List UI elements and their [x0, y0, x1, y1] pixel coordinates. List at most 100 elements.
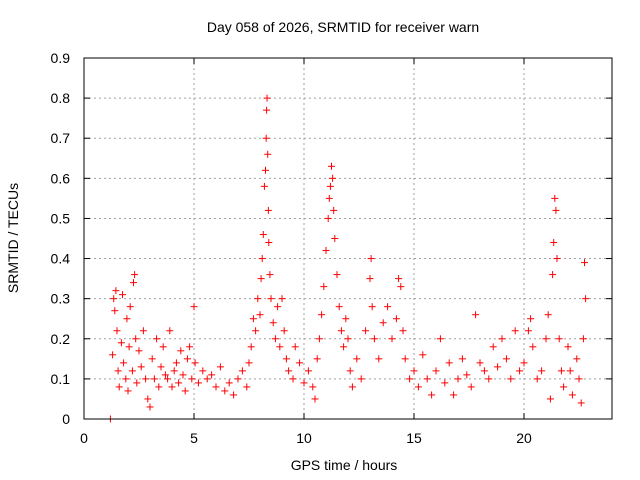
- chart-title: Day 058 of 2026, SRMTID for receiver war…: [207, 19, 479, 35]
- data-point: [276, 343, 284, 351]
- data-point: [258, 255, 266, 263]
- data-point: [285, 367, 293, 375]
- data-point: [467, 383, 475, 391]
- data-point: [267, 295, 275, 303]
- data-point: [379, 319, 387, 327]
- y-tick-label: 0.4: [51, 251, 71, 267]
- data-point: [320, 283, 328, 291]
- data-point: [157, 363, 165, 371]
- data-point: [243, 383, 251, 391]
- data-point: [264, 150, 272, 158]
- data-point: [436, 335, 444, 343]
- data-point: [264, 206, 272, 214]
- data-point: [450, 391, 458, 399]
- data-point: [516, 367, 524, 375]
- data-point: [179, 371, 187, 379]
- data-point: [133, 379, 141, 387]
- data-point: [357, 375, 365, 383]
- data-point: [575, 375, 583, 383]
- data-point: [454, 375, 462, 383]
- data-point: [546, 395, 554, 403]
- data-point: [262, 166, 269, 174]
- y-tick-label: 0.1: [51, 371, 71, 387]
- data-point: [315, 335, 323, 343]
- data-point: [395, 275, 403, 283]
- data-point: [225, 379, 233, 387]
- data-point: [266, 271, 274, 279]
- y-tick-label: 0.3: [51, 291, 71, 307]
- data-point: [252, 327, 260, 335]
- data-point: [186, 343, 194, 351]
- y-tick-label: 0.6: [51, 170, 71, 186]
- data-point: [304, 367, 312, 375]
- data-point: [269, 319, 277, 327]
- y-tick-label: 0.8: [51, 90, 71, 106]
- data-point: [428, 391, 436, 399]
- data-point: [520, 359, 528, 367]
- data-point: [126, 303, 134, 311]
- data-point: [489, 343, 497, 351]
- data-point: [282, 355, 290, 363]
- data-point: [527, 315, 535, 323]
- data-point: [476, 359, 484, 367]
- data-point: [161, 371, 169, 379]
- data-point: [529, 343, 537, 351]
- data-point: [114, 367, 122, 375]
- data-point: [181, 387, 189, 395]
- data-point: [340, 343, 348, 351]
- data-point: [123, 315, 131, 323]
- data-point: [115, 383, 123, 391]
- data-point: [247, 343, 255, 351]
- data-point: [300, 379, 308, 387]
- data-point: [216, 363, 224, 371]
- data-point: [234, 375, 242, 383]
- data-point: [128, 367, 136, 375]
- y-axis-label: SRMTID / TECUs: [5, 183, 21, 293]
- data-point: [326, 182, 334, 190]
- data-point: [125, 343, 133, 351]
- data-point: [419, 351, 427, 359]
- data-point: [511, 327, 519, 335]
- data-point: [328, 162, 335, 170]
- x-axis-label: GPS time / hours: [291, 457, 398, 473]
- data-point: [245, 359, 253, 367]
- data-point: [333, 271, 341, 279]
- data-point: [366, 275, 374, 283]
- data-point: [122, 375, 130, 383]
- data-point: [362, 327, 370, 335]
- data-point: [170, 367, 178, 375]
- data-point: [155, 383, 163, 391]
- data-point: [265, 239, 273, 247]
- data-point: [550, 239, 558, 247]
- data-point: [410, 367, 418, 375]
- data-point: [344, 335, 352, 343]
- data-point: [348, 383, 356, 391]
- data-point: [564, 343, 572, 351]
- x-tick-labels: 0 5 10 15 20: [80, 430, 532, 446]
- data-point: [289, 375, 297, 383]
- x-tick-label: 20: [516, 430, 532, 446]
- data-point: [330, 206, 338, 214]
- data-points: [106, 94, 590, 423]
- y-tick-labels: 0 0.1 0.2 0.3 0.4 0.5 0.6 0.7 0.8 0.9: [51, 50, 71, 427]
- data-point: [263, 94, 271, 102]
- data-point: [551, 194, 559, 202]
- data-point: [568, 391, 576, 399]
- data-point: [432, 367, 440, 375]
- data-point: [212, 383, 220, 391]
- data-point: [124, 387, 132, 395]
- data-point: [262, 134, 270, 142]
- data-point: [445, 359, 453, 367]
- data-point: [577, 399, 585, 407]
- data-point: [203, 375, 211, 383]
- data-point: [309, 383, 317, 391]
- data-point: [311, 395, 319, 403]
- data-point: [150, 375, 158, 383]
- y-tick-label: 0.9: [51, 50, 71, 66]
- data-point: [271, 335, 279, 343]
- data-point: [159, 343, 167, 351]
- data-point: [337, 327, 345, 335]
- data-point: [507, 375, 515, 383]
- data-point: [542, 335, 550, 343]
- data-point: [533, 375, 541, 383]
